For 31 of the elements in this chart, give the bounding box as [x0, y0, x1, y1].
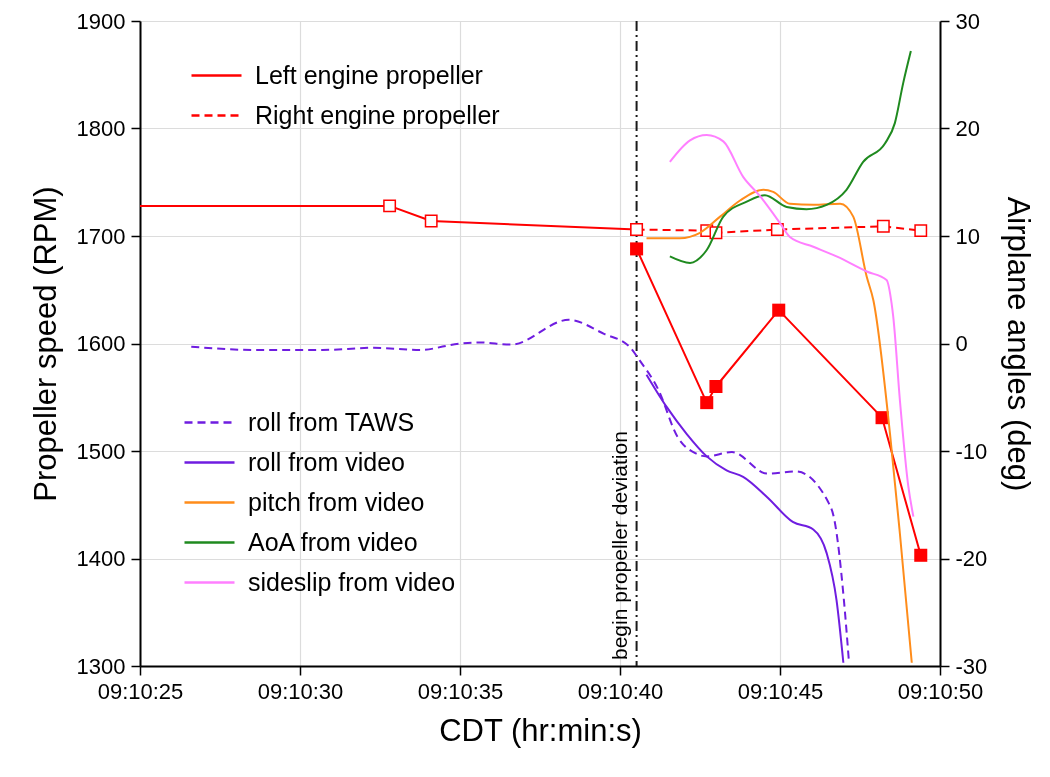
legend-label: Left engine propeller: [255, 60, 483, 89]
legend-label: Right engine propeller: [255, 100, 500, 129]
x-axis-title: CDT (hr:min:s): [439, 712, 642, 748]
y-tick-label: 1800: [76, 116, 126, 141]
y-tick-label: 1300: [76, 653, 126, 679]
y-tick-label: 1700: [76, 223, 126, 249]
y2-tick-label: -30: [955, 653, 988, 679]
x-tick-label: 09:10:35: [417, 678, 504, 704]
legend-label: sideslip from video: [248, 567, 456, 596]
y2-axis-title: Airplane angles (deg): [1001, 196, 1037, 492]
y2-tick-label: 20: [955, 116, 980, 141]
legend-label: roll from video: [248, 447, 405, 476]
legend-label: AoA from video: [248, 527, 418, 556]
y2-tick-label: 10: [955, 223, 980, 249]
y2-tick-label: -10: [955, 438, 988, 464]
y-tick-label: 1400: [76, 546, 126, 571]
x-tick-label: 09:10:40: [577, 678, 664, 704]
x-tick-label: 09:10:30: [257, 678, 344, 704]
y-tick-label: 1600: [76, 331, 126, 356]
x-tick-label: 09:10:25: [97, 678, 184, 704]
ref-line-label: begin propeller deviation: [607, 431, 631, 660]
y-tick-label: 1500: [76, 438, 126, 464]
y2-tick-label: -20: [955, 546, 988, 571]
y-axis-title: Propeller speed (RPM): [27, 186, 63, 502]
y-tick-label: 1900: [76, 8, 126, 34]
y2-tick-label: 0: [955, 331, 968, 356]
legend-label: roll from TAWS: [248, 407, 415, 436]
y2-tick-label: 30: [955, 8, 980, 34]
x-tick-label: 09:10:50: [897, 678, 984, 704]
legend-label: pitch from video: [248, 487, 425, 516]
x-tick-label: 09:10:45: [737, 678, 824, 704]
